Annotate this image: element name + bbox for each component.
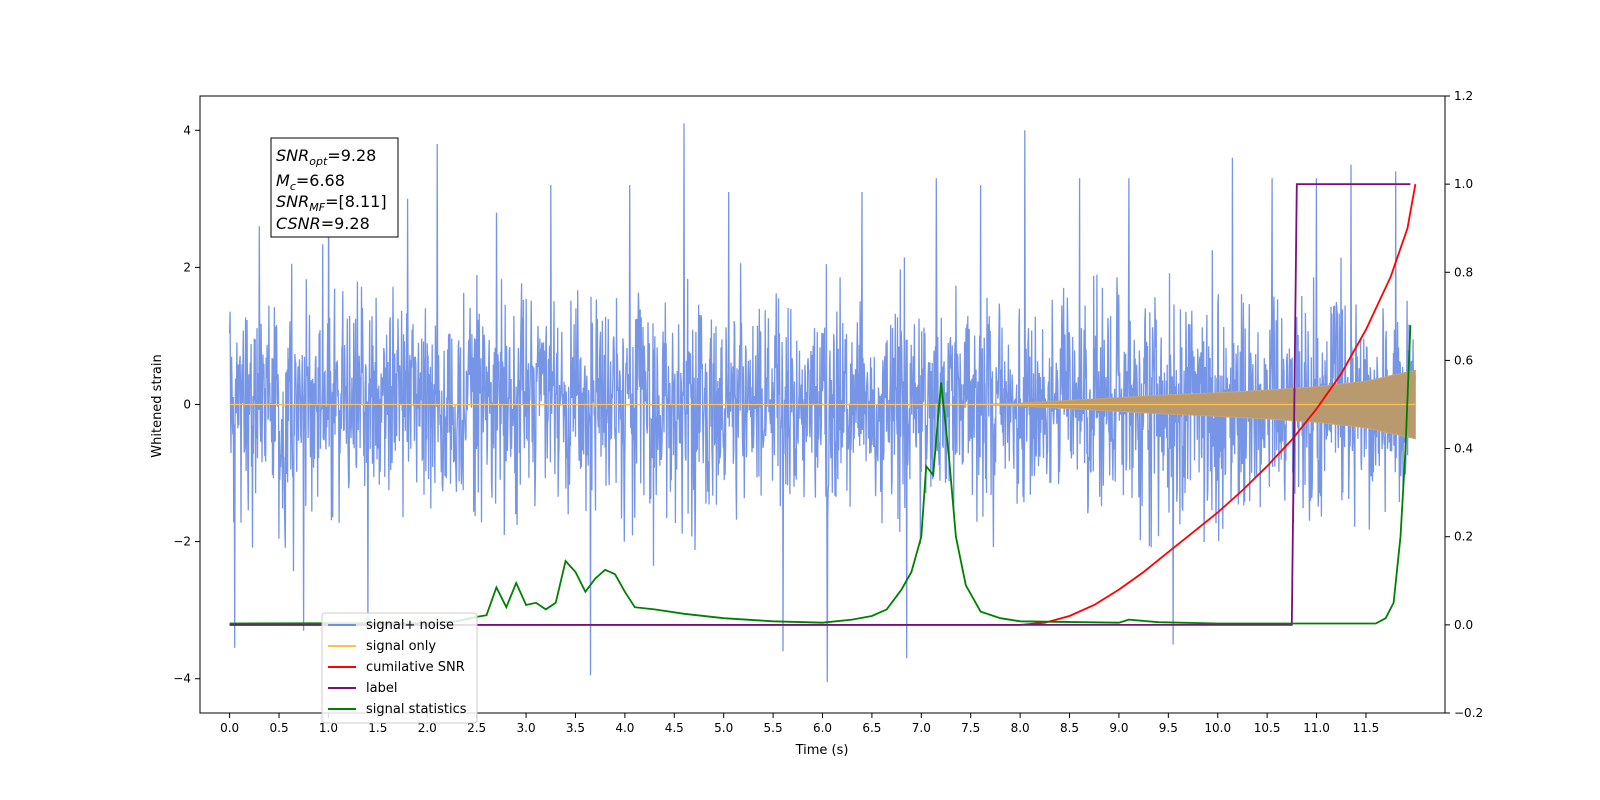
cumulative-snr-line: [229, 183, 1417, 626]
x-tick-label: 5.0: [714, 721, 733, 735]
x-tick-label: 0.0: [220, 721, 239, 735]
y-tick-label: 2: [183, 260, 191, 274]
x-axis-label: Time (s): [795, 743, 849, 758]
y-tick-label: 4: [183, 123, 191, 137]
legend-signal-statistics-text: signal statistics: [366, 702, 467, 717]
x-tick-label: 4.0: [615, 721, 634, 735]
series-layer: [228, 123, 1417, 683]
x-tick-label: 7.0: [912, 721, 931, 735]
x-tick-label: 1.5: [368, 721, 387, 735]
right-y-axis-ticks: 1.2 1.0 0.8 0.6 0.4 0.2 0.0 −0.2: [1445, 89, 1483, 720]
annotation-snr-opt: SNRopt=9.28: [276, 146, 376, 168]
right-y-tick-label: 0.8: [1454, 265, 1473, 279]
annotation-snr-mf: SNRMF=[8.11]: [276, 192, 387, 214]
x-tick-label: 6.5: [862, 721, 881, 735]
x-tick-label: 4.5: [665, 721, 684, 735]
x-tick-label: 7.5: [961, 721, 980, 735]
legend-cumulative-snr-text: cumilative SNR: [366, 660, 465, 675]
legend-signal-noise-text: signal+ noise: [366, 618, 454, 633]
x-tick-label: 10.5: [1254, 721, 1281, 735]
annotation-box: SNRopt=9.28 Mc=6.68 SNRMF=[8.11] CSNR=9.…: [270, 137, 399, 238]
annotation-mc: Mc=6.68: [276, 171, 345, 193]
x-tick-label: 3.0: [517, 721, 536, 735]
annotation-csnr: CSNR=9.28: [276, 214, 370, 233]
y-axis-label: Whitened strain: [150, 354, 165, 457]
x-tick-label: 2.0: [418, 721, 437, 735]
right-y-tick-label: 0.0: [1454, 618, 1473, 632]
x-tick-label: 8.5: [1060, 721, 1079, 735]
x-tick-label: 5.5: [764, 721, 783, 735]
x-tick-label: 11.0: [1303, 721, 1330, 735]
signal-statistics-line: [229, 325, 1412, 625]
x-tick-label: 10.0: [1204, 721, 1231, 735]
right-y-tick-label: 1.0: [1454, 177, 1473, 191]
y-tick-label: −4: [173, 672, 191, 686]
right-y-tick-label: −0.2: [1454, 706, 1483, 720]
legend-signal-only-text: signal only: [366, 639, 436, 654]
right-y-tick-label: 0.2: [1454, 530, 1473, 544]
right-y-tick-label: 0.6: [1454, 353, 1473, 367]
x-tick-label: 3.5: [566, 721, 585, 735]
x-tick-label: 8.0: [1011, 721, 1030, 735]
x-tick-label: 1.0: [319, 721, 338, 735]
y-tick-label: −2: [173, 535, 191, 549]
label-line: [229, 183, 1411, 626]
right-y-tick-label: 0.4: [1454, 442, 1473, 456]
x-tick-label: 6.0: [813, 721, 832, 735]
x-tick-label: 11.5: [1353, 721, 1380, 735]
x-tick-label: 9.0: [1109, 721, 1128, 735]
x-tick-label: 9.5: [1159, 721, 1178, 735]
legend: signal+ noise signal only cumilative SNR la…: [321, 612, 478, 724]
y-tick-label: 0: [183, 398, 191, 412]
signal-noise-line: [228, 123, 1417, 683]
y-axis-ticks: 4 2 0 −2 −4: [173, 123, 200, 686]
legend-label-text: label: [366, 681, 397, 696]
right-y-tick-label: 1.2: [1454, 89, 1473, 103]
x-tick-label: 2.5: [467, 721, 486, 735]
x-tick-label: 0.5: [270, 721, 289, 735]
annotation-frame: [270, 137, 399, 238]
x-axis-ticks: 0.0 0.5 1.0 1.5 2.0 2.5 3.0 3.5 4.0 4.5 5.0 5.5 6.0 6…: [220, 713, 1379, 735]
legend-frame: [321, 612, 478, 724]
